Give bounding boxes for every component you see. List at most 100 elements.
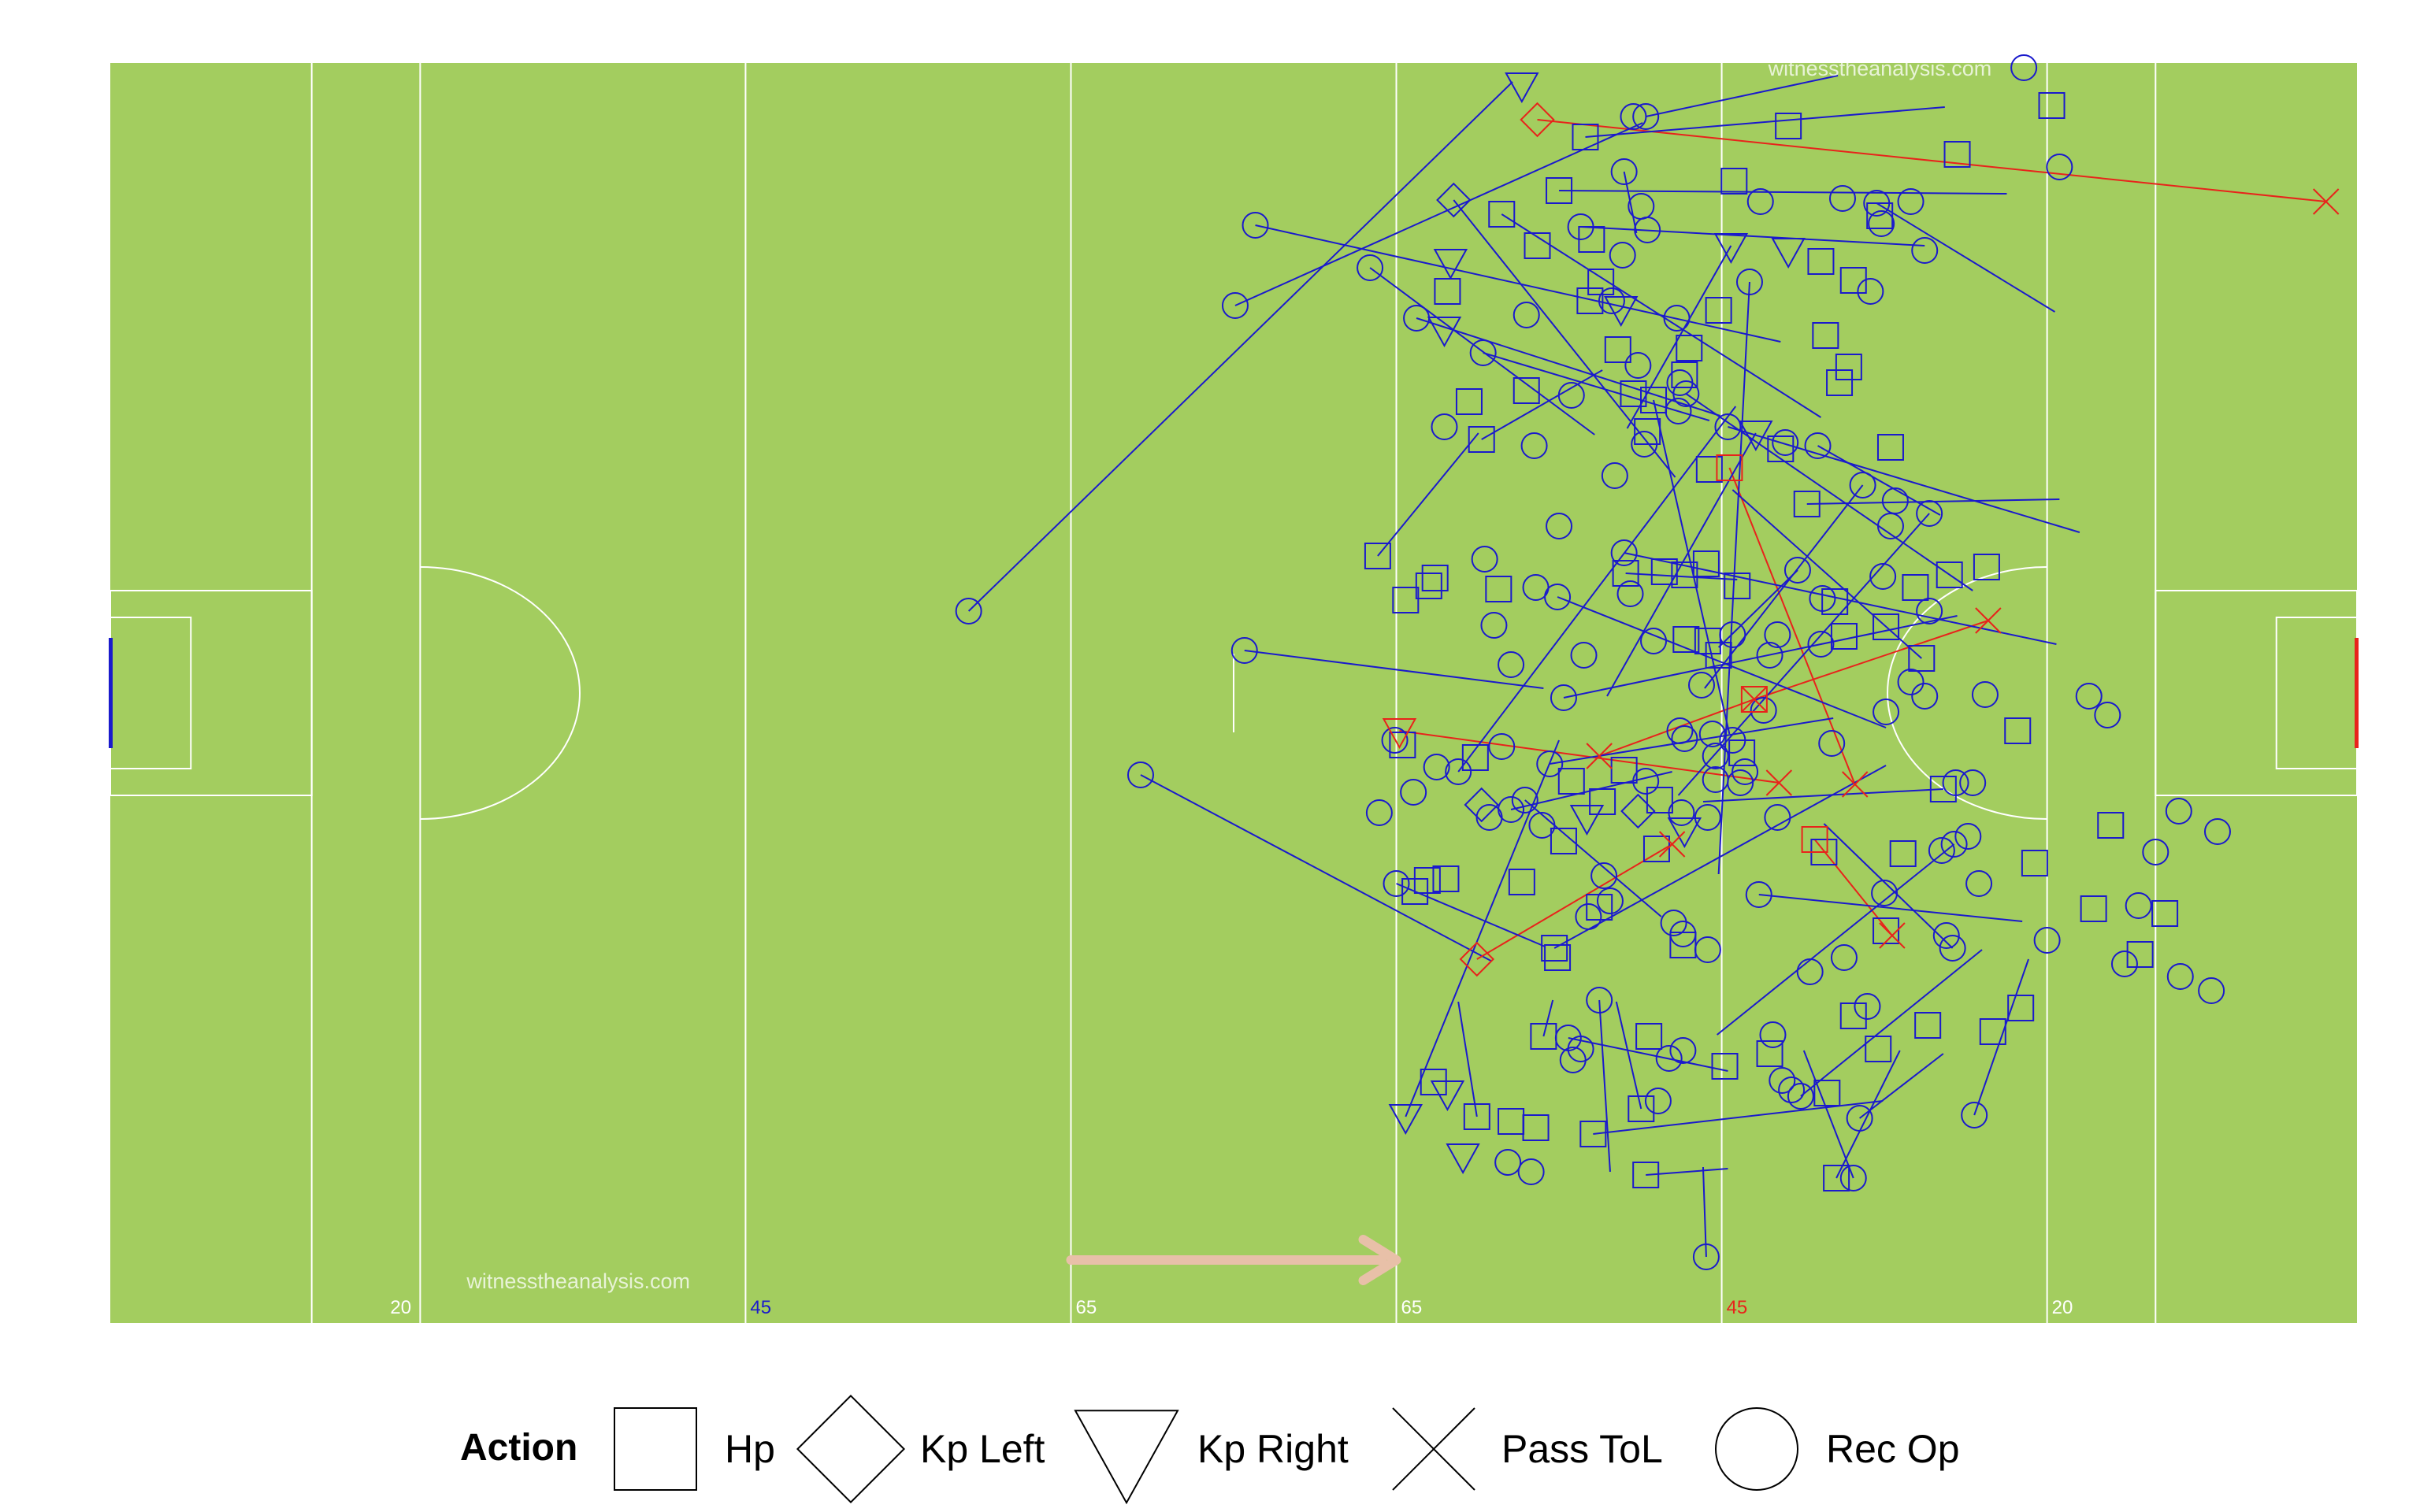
action-marker-circle — [1381, 727, 1409, 754]
action-marker-circle — [1928, 837, 1955, 864]
watermark: witnesstheanalysis.com — [1768, 57, 1992, 80]
action-marker-circle — [2203, 818, 2231, 845]
action-marker-circle — [1916, 598, 1943, 624]
pass-line — [1728, 426, 2080, 533]
action-marker-square — [2080, 895, 2107, 922]
action-marker-square — [1756, 1040, 1783, 1067]
action-marker-circle — [1804, 432, 1832, 459]
action-marker-circle — [1857, 278, 1884, 305]
action-marker-square — [1979, 1018, 2006, 1045]
action-marker-circle — [1764, 804, 1791, 831]
action-marker-circle — [1778, 1077, 1806, 1103]
action-marker-square — [1711, 1053, 1739, 1080]
pitch-labels: 20 45 65 65 45 20 witnesstheanalysis.com witnes… — [390, 57, 2073, 1318]
action-marker-circle — [1632, 103, 1660, 130]
action-marker-circle — [1868, 210, 1895, 237]
action-marker-circle — [1590, 862, 1618, 889]
action-marker-circle — [1959, 769, 1987, 796]
action-marker-cross — [2312, 188, 2340, 215]
left-arc — [420, 566, 581, 820]
action-marker-square — [1650, 558, 1678, 585]
action-marker-square — [1421, 565, 1449, 591]
action-marker-circle — [1546, 513, 1573, 539]
action-marker-circle — [1672, 380, 1700, 407]
action-marker-square — [1612, 560, 1639, 587]
action-marker-circle — [2198, 977, 2225, 1004]
action-marker-square — [1873, 917, 1900, 944]
action-marker-square — [1434, 278, 1461, 305]
action-marker-square — [1508, 869, 1535, 895]
action-marker-circle — [1756, 642, 1783, 669]
action-marker-square — [1544, 944, 1572, 971]
pass-line — [1537, 119, 2326, 202]
action-marker-square — [1620, 380, 1647, 407]
left-goal — [109, 638, 113, 748]
pass-lines — [967, 75, 2326, 1258]
right-arc — [1887, 566, 2047, 820]
action-marker-circle — [1400, 779, 1427, 806]
action-marker-circle — [1520, 432, 1548, 459]
action-marker-square — [1646, 787, 1673, 813]
pass-line — [1685, 393, 1973, 591]
action-marker-circle — [2165, 798, 2192, 825]
pitch — [109, 63, 2359, 1323]
action-marker-circle — [1609, 242, 1636, 269]
action-marker-circle — [1897, 188, 1924, 215]
action-marker-circle — [2094, 702, 2121, 728]
action-marker-circle — [1764, 621, 1791, 648]
action-marker-circle — [1965, 870, 1993, 897]
action-marker-square — [1669, 932, 1697, 958]
pass-line — [1396, 883, 1546, 947]
action-marker-square — [1716, 454, 1743, 481]
action-marker-square — [1914, 1012, 1942, 1039]
legend-label: Pass ToL — [1501, 1427, 1663, 1471]
action-marker-triangle — [1771, 238, 1806, 269]
action-marker-diamond — [1464, 787, 1499, 823]
action-markers — [955, 54, 2340, 1270]
action-marker-circle — [1796, 958, 1824, 985]
pass-line — [1717, 569, 1798, 648]
legend-key-triangle — [1074, 1410, 1179, 1505]
pass-line — [1754, 620, 1989, 700]
action-marker-diamond — [1520, 102, 1555, 138]
pass-line — [1453, 199, 1676, 478]
action-marker-square — [1694, 628, 1721, 654]
pass-line — [1606, 432, 1757, 697]
action-marker-circle — [1598, 287, 1625, 314]
legend-title: Action — [460, 1427, 577, 1469]
action-marker-circle — [1939, 935, 1966, 962]
legend-key-circle — [1715, 1407, 1798, 1491]
action-marker-square — [1936, 561, 1963, 588]
action-marker-circle — [1745, 881, 1772, 908]
pass-line — [1653, 399, 1731, 735]
action-marker-circle — [1655, 1045, 1683, 1072]
action-marker-circle — [1830, 944, 1858, 971]
pass-line — [1624, 552, 2057, 645]
action-marker-square — [1468, 426, 1495, 453]
action-marker-circle — [1528, 812, 1556, 839]
action-marker-square — [1973, 554, 2000, 580]
pass-line — [1369, 267, 1595, 435]
action-marker-circle — [1471, 546, 1498, 573]
action-marker-circle — [2010, 54, 2038, 81]
action-marker-square — [1546, 177, 1573, 204]
line-mark-label: 45 — [750, 1297, 771, 1318]
action-marker-circle — [1932, 922, 1960, 949]
action-marker-circle — [1596, 888, 1624, 914]
action-marker-circle — [1772, 429, 1799, 456]
action-marker-circle — [1631, 431, 1658, 458]
pass-line — [1646, 1168, 1728, 1176]
pass-line — [1702, 1166, 1707, 1258]
action-marker-triangle — [1430, 1080, 1465, 1112]
action-marker-square — [1943, 141, 1971, 168]
pass-line — [1717, 281, 1750, 875]
action-marker-square — [1485, 576, 1512, 602]
pass-line — [1876, 202, 2055, 313]
action-marker-square — [1929, 776, 1957, 802]
action-marker-circle — [955, 598, 982, 624]
action-marker-triangle — [1604, 296, 1639, 328]
pass-line — [1483, 352, 1710, 421]
action-marker-circle — [1517, 1158, 1545, 1185]
action-marker-square — [1389, 732, 1416, 758]
action-marker-circle — [1809, 585, 1836, 612]
